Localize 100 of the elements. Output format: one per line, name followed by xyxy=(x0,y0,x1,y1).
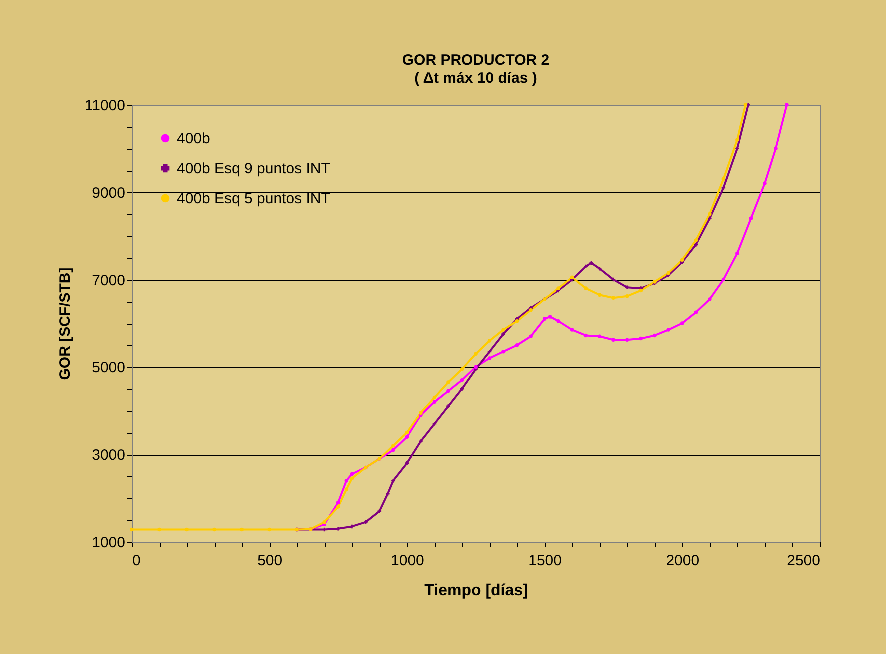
point xyxy=(666,271,671,276)
x-tick-label: 2000 xyxy=(666,552,700,570)
point xyxy=(542,317,547,321)
point xyxy=(694,310,698,314)
point xyxy=(488,356,492,360)
x-tick-label: 1000 xyxy=(391,552,424,570)
point xyxy=(736,252,740,256)
point xyxy=(502,328,506,332)
point xyxy=(612,296,616,300)
x-axis-title: Tiempo [días] xyxy=(424,582,528,600)
x-tick-label: 2500 xyxy=(787,552,820,570)
point xyxy=(488,339,492,343)
point xyxy=(708,216,712,220)
point xyxy=(392,444,396,448)
point xyxy=(405,430,410,435)
y-tick-label: 7000 xyxy=(92,272,126,290)
point xyxy=(708,298,712,302)
y-tick-label: 3000 xyxy=(92,447,126,464)
x-tick-label: 500 xyxy=(258,552,283,570)
point xyxy=(474,352,478,356)
point xyxy=(336,500,340,505)
legend-label: 400b Esq 9 puntos INT xyxy=(177,160,330,178)
point xyxy=(736,146,740,151)
x-tick-label: 0 xyxy=(132,552,141,570)
point xyxy=(502,350,506,354)
point xyxy=(446,404,450,408)
point xyxy=(460,387,464,391)
point xyxy=(584,286,588,290)
chart-subtitle: ( Δt máx 10 días ) xyxy=(414,70,538,87)
point xyxy=(405,435,410,439)
point xyxy=(590,261,594,266)
y-tick-label: 5000 xyxy=(92,360,126,377)
point xyxy=(446,389,450,394)
point xyxy=(344,478,349,483)
point xyxy=(570,276,574,280)
point xyxy=(744,103,748,107)
point xyxy=(625,294,630,298)
point xyxy=(598,293,602,297)
point xyxy=(336,505,340,509)
point xyxy=(680,258,684,262)
point xyxy=(708,212,712,216)
point xyxy=(515,319,520,324)
point xyxy=(364,520,368,524)
point xyxy=(598,334,602,338)
point xyxy=(556,319,560,324)
point xyxy=(392,448,396,452)
point xyxy=(722,186,726,190)
point xyxy=(749,216,754,220)
y-tick-label: 1000 xyxy=(92,534,126,552)
point xyxy=(722,278,726,282)
point xyxy=(460,368,464,372)
point xyxy=(474,365,478,370)
point xyxy=(548,315,552,319)
point xyxy=(432,396,437,400)
point xyxy=(460,378,464,382)
point xyxy=(694,238,698,242)
point xyxy=(515,343,520,348)
point xyxy=(666,328,671,332)
point xyxy=(584,264,588,269)
point xyxy=(432,422,437,426)
point xyxy=(419,440,423,444)
point xyxy=(625,338,630,342)
point xyxy=(419,411,423,415)
chart-title: GOR PRODUCTOR 2 xyxy=(402,52,550,69)
point xyxy=(612,278,616,282)
point xyxy=(350,472,354,476)
point xyxy=(344,488,349,492)
legend-label: 400b xyxy=(177,130,210,148)
point xyxy=(570,328,574,332)
point xyxy=(488,350,492,354)
point xyxy=(639,336,643,341)
point xyxy=(584,334,588,338)
legend-label: 400b Esq 5 puntos INT xyxy=(177,190,330,208)
point xyxy=(405,461,410,466)
point xyxy=(386,492,390,496)
point xyxy=(432,400,437,404)
point xyxy=(322,520,327,524)
point xyxy=(774,146,778,151)
y-tick-label: 11000 xyxy=(84,98,126,114)
point xyxy=(529,308,533,312)
point xyxy=(736,138,740,142)
point xyxy=(694,242,698,247)
point xyxy=(556,286,560,290)
point xyxy=(722,177,726,182)
point xyxy=(446,380,450,384)
x-tick-label: 1500 xyxy=(528,552,562,570)
point xyxy=(680,322,684,326)
point xyxy=(502,332,506,336)
point xyxy=(130,528,134,532)
y-tick-label: 9000 xyxy=(92,184,126,202)
point xyxy=(785,103,789,107)
point xyxy=(639,288,643,293)
point xyxy=(625,286,630,290)
point xyxy=(763,182,767,186)
point xyxy=(612,338,616,342)
point xyxy=(378,510,382,514)
point xyxy=(598,267,602,271)
point xyxy=(392,478,396,483)
point xyxy=(529,334,533,338)
point xyxy=(350,476,354,480)
